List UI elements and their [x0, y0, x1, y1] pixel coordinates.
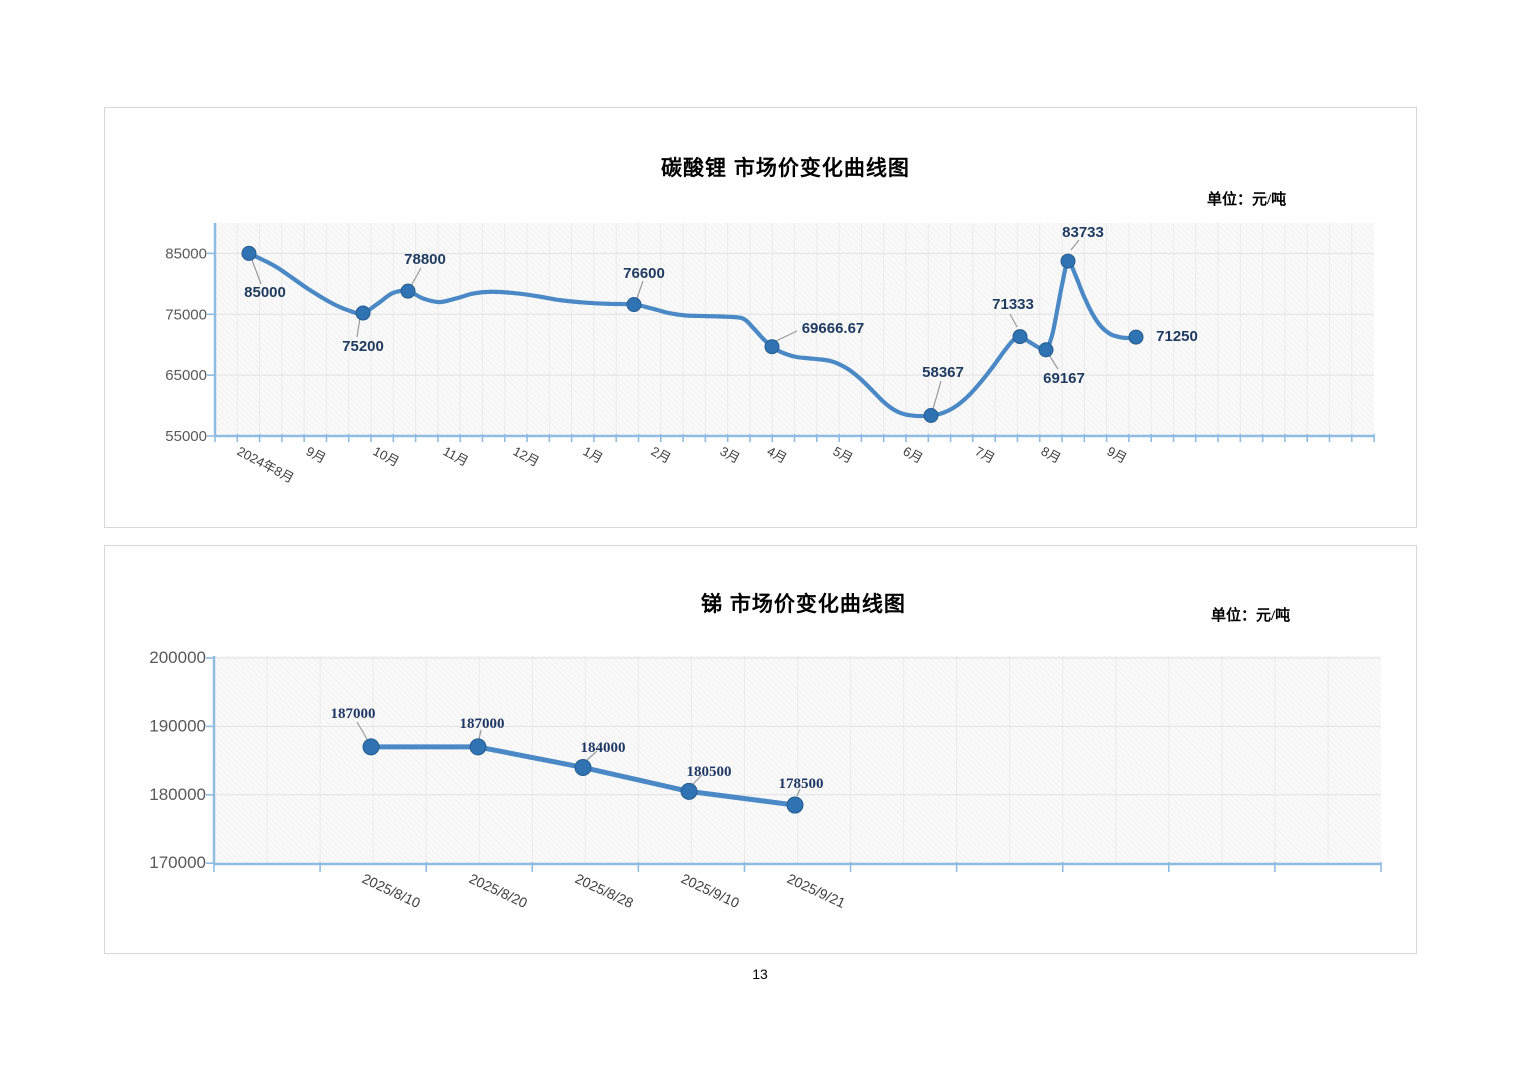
data-point-label: 76600	[623, 265, 665, 282]
data-point-label: 178500	[779, 776, 824, 792]
data-point-marker	[400, 283, 416, 299]
unit-label-lithium-carbonate: 单位：元/吨	[1207, 192, 1287, 208]
label-leader-line	[1070, 239, 1080, 251]
label-leader-line	[251, 259, 262, 285]
data-point-marker	[923, 408, 939, 424]
unit-label-antimony: 单位：元/吨	[1211, 608, 1291, 624]
x-category-label: 2月	[649, 443, 674, 466]
y-tick-label: 75000	[165, 306, 207, 323]
y-tick-label: 180000	[149, 785, 206, 804]
antimony-chart-svg: 200000 190000 180000 170000 2025/8/10 2025/8/…	[149, 648, 1382, 911]
data-point-marker	[626, 297, 642, 313]
y-tick-label: 200000	[149, 648, 206, 667]
data-point-label: 187000	[331, 706, 376, 722]
data-point-label: 187000	[460, 716, 505, 732]
y-tick-label: 55000	[165, 428, 207, 445]
x-category-label: 3月	[718, 443, 743, 466]
data-point-label: 85000	[244, 284, 286, 301]
data-point-label: 184000	[581, 740, 626, 756]
x-category-label: 11月	[441, 443, 471, 469]
label-leader-line	[1048, 354, 1059, 370]
x-category-label: 9月	[1105, 443, 1130, 466]
label-leader-line	[356, 317, 361, 338]
data-point-marker	[1128, 329, 1144, 345]
x-category-label: 2025/8/20	[467, 870, 530, 911]
x-category-label: 2025/9/21	[785, 870, 848, 911]
label-leader-line	[775, 330, 798, 342]
lithium-carbonate-chart-card: 85000 75000 65000 55000 2024年8月 9月 10月 11月 12月 1月…	[104, 107, 1417, 528]
data-point-label: 78800	[404, 251, 446, 268]
y-tick-label: 65000	[165, 367, 207, 384]
y-tick-label: 170000	[149, 853, 206, 872]
x-category-label: 2025/8/10	[360, 870, 423, 911]
label-leader-line	[636, 280, 644, 299]
y-tick-label: 85000	[165, 245, 207, 262]
x-category-label: 7月	[973, 443, 998, 466]
x-category-label: 2025/8/28	[573, 870, 636, 911]
data-point-label: 58367	[922, 364, 964, 381]
x-category-label: 2024年8月	[235, 443, 297, 485]
x-category-label: 12月	[511, 443, 542, 469]
label-leader-line	[692, 774, 703, 785]
x-category-label: 9月	[304, 443, 329, 466]
chart-title-antimony: 锑 市场价变化曲线图	[701, 593, 906, 616]
label-leader-line	[478, 729, 482, 740]
y-tick-label: 190000	[149, 716, 206, 735]
data-point-marker	[680, 782, 698, 800]
data-point-label: 180500	[687, 764, 732, 780]
x-category-label: 5月	[831, 443, 856, 466]
data-point-marker	[355, 305, 371, 321]
label-leader-line	[796, 788, 801, 797]
data-point-label: 71250	[1156, 328, 1198, 345]
data-point-label: 83733	[1062, 224, 1104, 241]
x-category-label: 1月	[581, 443, 606, 466]
data-point-label: 71333	[992, 296, 1034, 313]
data-point-marker	[574, 758, 592, 776]
x-category-label: 10月	[371, 443, 402, 469]
data-point-marker	[786, 796, 804, 814]
data-point-label: 69666.67	[802, 320, 865, 337]
data-point-marker	[1060, 253, 1076, 269]
page-number: 13	[752, 966, 768, 982]
lithium-carbonate-chart-svg: 85000 75000 65000 55000 2024年8月 9月 10月 11月 12月 1月…	[165, 223, 1375, 486]
label-leader-line	[586, 750, 598, 761]
series-line	[246, 251, 1139, 419]
label-leader-line	[932, 380, 942, 410]
label-leader-line	[1009, 313, 1018, 328]
data-point-marker	[1038, 342, 1054, 358]
x-category-label: 8月	[1039, 443, 1064, 466]
x-category-label: 4月	[765, 443, 790, 466]
data-point-marker	[469, 738, 487, 756]
data-point-marker	[1012, 329, 1028, 345]
data-point-marker	[764, 339, 780, 355]
data-point-marker	[241, 245, 257, 261]
data-point-marker	[362, 738, 380, 756]
antimony-chart-card: 200000 190000 180000 170000 2025/8/10 2025/8/…	[104, 545, 1417, 954]
chart-title-lithium-carbonate: 碳酸锂 市场价变化曲线图	[661, 157, 910, 180]
x-category-label: 2025/9/10	[679, 870, 742, 911]
label-leader-line	[410, 267, 422, 287]
data-point-label: 75200	[342, 338, 384, 355]
data-point-label: 69167	[1043, 370, 1085, 387]
label-leader-line	[356, 721, 368, 740]
x-category-label: 6月	[901, 443, 926, 466]
